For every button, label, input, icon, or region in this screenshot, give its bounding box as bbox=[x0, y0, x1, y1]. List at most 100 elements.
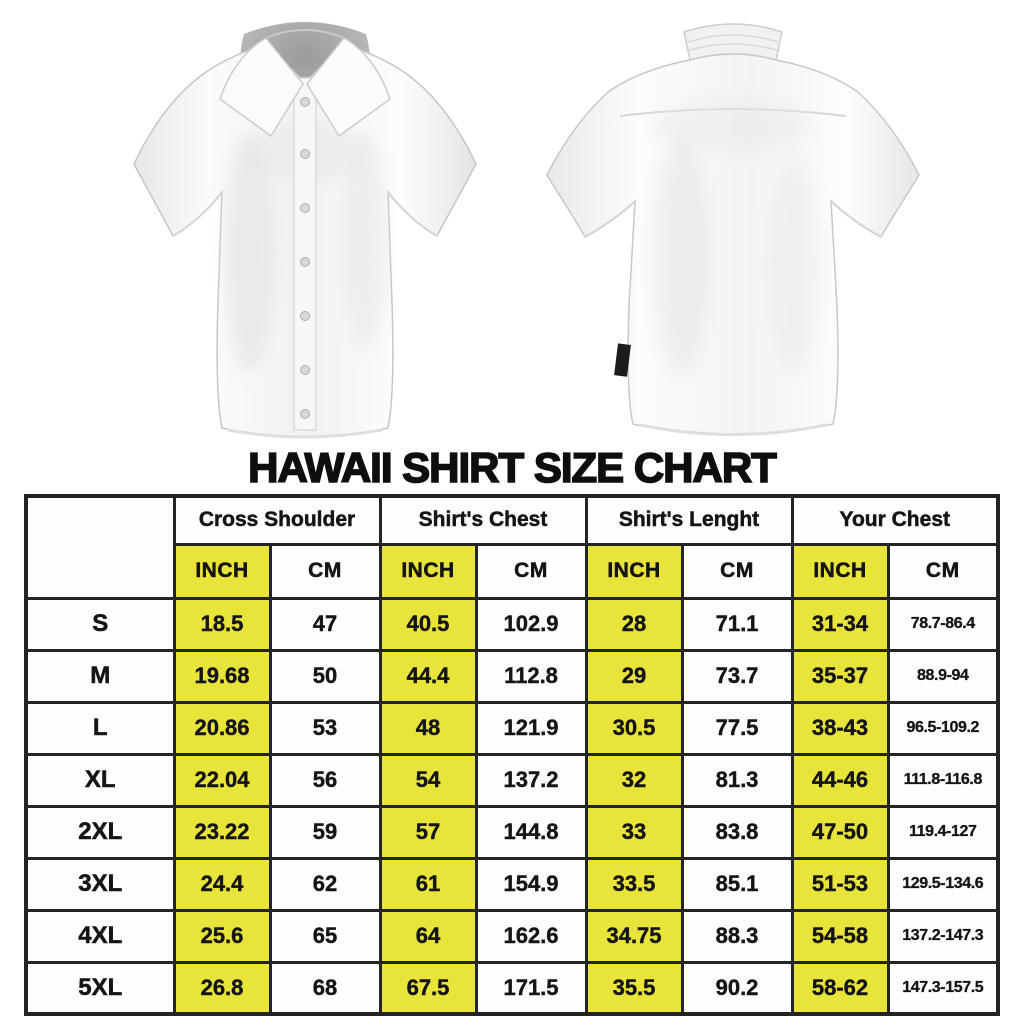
value-cell: 73.7 bbox=[680, 648, 794, 704]
value-cell: 53 bbox=[268, 700, 382, 756]
value-cell: 29 bbox=[584, 648, 684, 704]
size-label-xl: XL bbox=[24, 752, 176, 808]
table-body: S 18.5 47 40.5 102.9 28 71.1 31-34 78.7-86.4 M 19.… bbox=[24, 596, 1000, 1016]
value-cell: 33 bbox=[584, 804, 684, 860]
unit-header-cm-5: CM bbox=[680, 542, 794, 600]
value-cell: 18.5 bbox=[172, 596, 272, 652]
value-cell: 77.5 bbox=[680, 700, 794, 756]
value-cell: 28 bbox=[584, 596, 684, 652]
value-cell: 22.04 bbox=[172, 752, 272, 808]
value-cell: 111.8-116.8 bbox=[886, 752, 1000, 808]
size-label-m: M bbox=[24, 648, 176, 704]
value-cell: 58-62 bbox=[790, 960, 890, 1016]
value-cell: 129.5-134.6 bbox=[886, 856, 1000, 912]
size-label-s: S bbox=[24, 596, 176, 652]
value-cell: 34.75 bbox=[584, 908, 684, 964]
value-cell: 147.3-157.5 bbox=[886, 960, 1000, 1016]
value-cell: 23.22 bbox=[172, 804, 272, 860]
value-cell: 90.2 bbox=[680, 960, 794, 1016]
size-label-5xl: 5XL bbox=[24, 960, 176, 1016]
value-cell: 88.3 bbox=[680, 908, 794, 964]
value-cell: 33.5 bbox=[584, 856, 684, 912]
unit-header-cm-7: CM bbox=[886, 542, 1000, 600]
size-row-l: L 20.86 53 48 121.9 30.5 77.5 38-43 96.5-109.2 bbox=[24, 700, 1000, 756]
value-cell: 50 bbox=[268, 648, 382, 704]
shirt-front-image bbox=[133, 22, 477, 439]
value-cell: 32 bbox=[584, 752, 684, 808]
value-cell: 31-34 bbox=[790, 596, 890, 652]
size-row-4xl: 4XL 25.6 65 64 162.6 34.75 88.3 54-58 137.2-147.… bbox=[24, 908, 1000, 964]
value-cell: 96.5-109.2 bbox=[886, 700, 1000, 756]
value-cell: 65 bbox=[268, 908, 382, 964]
unit-header-cm-3: CM bbox=[474, 542, 588, 600]
value-cell: 30.5 bbox=[584, 700, 684, 756]
value-cell: 26.8 bbox=[172, 960, 272, 1016]
value-cell: 71.1 bbox=[680, 596, 794, 652]
value-cell: 19.68 bbox=[172, 648, 272, 704]
value-cell: 44.4 bbox=[378, 648, 478, 704]
value-cell: 121.9 bbox=[474, 700, 588, 756]
value-cell: 83.8 bbox=[680, 804, 794, 860]
value-cell: 54 bbox=[378, 752, 478, 808]
value-cell: 35-37 bbox=[790, 648, 890, 704]
value-cell: 62 bbox=[268, 856, 382, 912]
value-cell: 40.5 bbox=[378, 596, 478, 652]
value-cell: 47-50 bbox=[790, 804, 890, 860]
value-cell: 59 bbox=[268, 804, 382, 860]
page-title: HAWAII SHIRT SIZE CHART bbox=[247, 443, 777, 492]
size-row-3xl: 3XL 24.4 62 61 154.9 33.5 85.1 51-53 129.5-134.6 bbox=[24, 856, 1000, 912]
size-label-l: L bbox=[24, 700, 176, 756]
shirt-images bbox=[0, 0, 1024, 448]
value-cell: 57 bbox=[378, 804, 478, 860]
value-cell: 25.6 bbox=[172, 908, 272, 964]
value-cell: 47 bbox=[268, 596, 382, 652]
unit-header-inch-4: INCH bbox=[584, 542, 684, 600]
value-cell: 51-53 bbox=[790, 856, 890, 912]
size-label-3xl: 3XL bbox=[24, 856, 176, 912]
size-row-xl: XL 22.04 56 54 137.2 32 81.3 44-46 111.8-116.8 bbox=[24, 752, 1000, 808]
value-cell: 144.8 bbox=[474, 804, 588, 860]
value-cell: 35.5 bbox=[584, 960, 684, 1016]
value-cell: 54-58 bbox=[790, 908, 890, 964]
size-label-2xl: 2XL bbox=[24, 804, 176, 860]
value-cell: 137.2-147.3 bbox=[886, 908, 1000, 964]
size-row-2xl: 2XL 23.22 59 57 144.8 33 83.8 47-50 119.4-127 bbox=[24, 804, 1000, 860]
value-cell: 67.5 bbox=[378, 960, 478, 1016]
table-head: Cross Shoulder Shirt's Chest Shirt's Lengh… bbox=[24, 494, 1000, 600]
size-chart-table: Cross Shoulder Shirt's Chest Shirt's Lengh… bbox=[24, 494, 1001, 1016]
value-cell: 119.4-127 bbox=[886, 804, 1000, 860]
value-cell: 20.86 bbox=[172, 700, 272, 756]
value-cell: 68 bbox=[268, 960, 382, 1016]
value-cell: 81.3 bbox=[680, 752, 794, 808]
group-header-shirt-s-chest: Shirt's Chest bbox=[378, 494, 588, 546]
value-cell: 38-43 bbox=[790, 700, 890, 756]
size-row-5xl: 5XL 26.8 68 67.5 171.5 35.5 90.2 58-62 147.3-157… bbox=[24, 960, 1000, 1016]
value-cell: 112.8 bbox=[474, 648, 588, 704]
size-label-4xl: 4XL bbox=[24, 908, 176, 964]
value-cell: 137.2 bbox=[474, 752, 588, 808]
value-cell: 64 bbox=[378, 908, 478, 964]
value-cell: 171.5 bbox=[474, 960, 588, 1016]
value-cell: 162.6 bbox=[474, 908, 588, 964]
value-cell: 44-46 bbox=[790, 752, 890, 808]
hem-tag bbox=[614, 343, 631, 377]
value-cell: 85.1 bbox=[680, 856, 794, 912]
corner-cell bbox=[24, 494, 176, 600]
value-cell: 56 bbox=[268, 752, 382, 808]
unit-header-cm-1: CM bbox=[268, 542, 382, 600]
size-row-m: M 19.68 50 44.4 112.8 29 73.7 35-37 88.9-94 bbox=[24, 648, 1000, 704]
value-cell: 61 bbox=[378, 856, 478, 912]
unit-header-inch-0: INCH bbox=[172, 542, 272, 600]
value-cell: 88.9-94 bbox=[886, 648, 1000, 704]
size-row-s: S 18.5 47 40.5 102.9 28 71.1 31-34 78.7-86.4 bbox=[24, 596, 1000, 652]
value-cell: 78.7-86.4 bbox=[886, 596, 1000, 652]
value-cell: 102.9 bbox=[474, 596, 588, 652]
group-header-cross-shoulder: Cross Shoulder bbox=[172, 494, 382, 546]
unit-header-inch-2: INCH bbox=[378, 542, 478, 600]
group-header-shirt-s-lenght: Shirt's Lenght bbox=[584, 494, 794, 546]
group-header-your-chest: Your Chest bbox=[790, 494, 1000, 546]
value-cell: 48 bbox=[378, 700, 478, 756]
unit-header-inch-6: INCH bbox=[790, 542, 890, 600]
value-cell: 24.4 bbox=[172, 856, 272, 912]
